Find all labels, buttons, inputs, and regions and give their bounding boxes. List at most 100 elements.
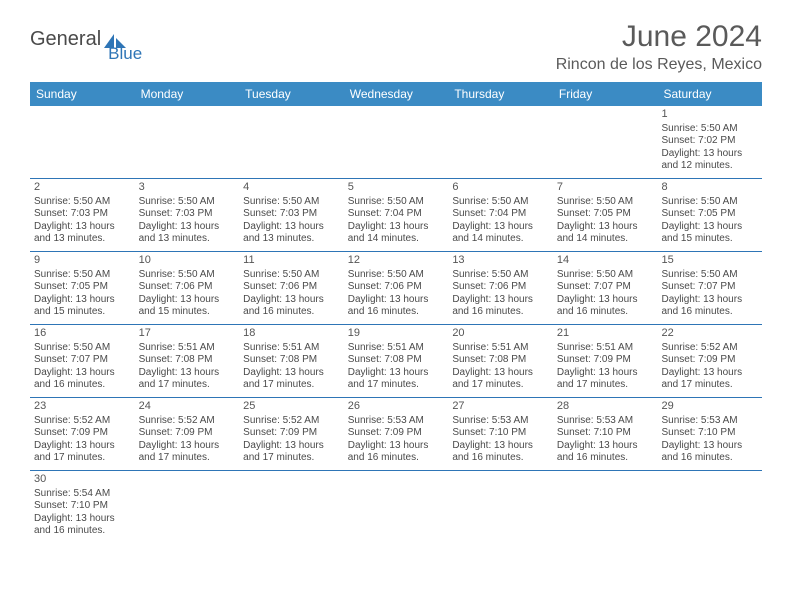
day-number: 5: [348, 181, 445, 195]
week-row: 9Sunrise: 5:50 AMSunset: 7:05 PMDaylight…: [30, 252, 762, 325]
day-line-day2: and 13 minutes.: [139, 233, 236, 246]
day-line-day2: and 16 minutes.: [661, 452, 758, 465]
empty-cell: [553, 471, 658, 543]
day-line-sunset: Sunset: 7:03 PM: [139, 208, 236, 221]
day-line-sunrise: Sunrise: 5:50 AM: [452, 269, 549, 282]
calendar: SundayMondayTuesdayWednesdayThursdayFrid…: [30, 82, 762, 543]
day-number: 16: [34, 327, 131, 341]
day-line-day2: and 16 minutes.: [348, 452, 445, 465]
day-cell: 17Sunrise: 5:51 AMSunset: 7:08 PMDayligh…: [135, 325, 240, 397]
day-line-day1: Daylight: 13 hours: [452, 221, 549, 234]
day-number: 11: [243, 254, 340, 268]
day-cell: 15Sunrise: 5:50 AMSunset: 7:07 PMDayligh…: [657, 252, 762, 324]
week-row: 30Sunrise: 5:54 AMSunset: 7:10 PMDayligh…: [30, 471, 762, 543]
day-cell: 6Sunrise: 5:50 AMSunset: 7:04 PMDaylight…: [448, 179, 553, 251]
day-number: 12: [348, 254, 445, 268]
day-line-day1: Daylight: 13 hours: [34, 367, 131, 380]
day-line-sunset: Sunset: 7:05 PM: [661, 208, 758, 221]
empty-cell: [135, 106, 240, 178]
month-title: June 2024: [556, 20, 762, 54]
day-line-sunrise: Sunrise: 5:50 AM: [139, 269, 236, 282]
day-line-day2: and 16 minutes.: [661, 306, 758, 319]
day-line-sunset: Sunset: 7:06 PM: [348, 281, 445, 294]
page: General Blue June 2024 Rincon de los Rey…: [0, 0, 792, 563]
day-line-day2: and 17 minutes.: [452, 379, 549, 392]
day-line-sunset: Sunset: 7:05 PM: [557, 208, 654, 221]
empty-cell: [448, 471, 553, 543]
day-line-day1: Daylight: 13 hours: [348, 440, 445, 453]
day-number: 24: [139, 400, 236, 414]
day-number: 8: [661, 181, 758, 195]
day-line-sunset: Sunset: 7:02 PM: [661, 135, 758, 148]
day-number: 19: [348, 327, 445, 341]
day-cell: 4Sunrise: 5:50 AMSunset: 7:03 PMDaylight…: [239, 179, 344, 251]
empty-cell: [657, 471, 762, 543]
day-number: 20: [452, 327, 549, 341]
day-number: 15: [661, 254, 758, 268]
day-cell: 16Sunrise: 5:50 AMSunset: 7:07 PMDayligh…: [30, 325, 135, 397]
day-line-day2: and 12 minutes.: [661, 160, 758, 173]
day-line-sunset: Sunset: 7:09 PM: [348, 427, 445, 440]
day-cell: 19Sunrise: 5:51 AMSunset: 7:08 PMDayligh…: [344, 325, 449, 397]
day-line-day2: and 15 minutes.: [139, 306, 236, 319]
day-line-day1: Daylight: 13 hours: [34, 221, 131, 234]
day-line-sunrise: Sunrise: 5:50 AM: [348, 269, 445, 282]
day-line-sunrise: Sunrise: 5:52 AM: [661, 342, 758, 355]
day-line-day1: Daylight: 13 hours: [661, 221, 758, 234]
day-line-day1: Daylight: 13 hours: [557, 221, 654, 234]
day-number: 30: [34, 473, 131, 487]
day-cell: 8Sunrise: 5:50 AMSunset: 7:05 PMDaylight…: [657, 179, 762, 251]
day-line-day1: Daylight: 13 hours: [661, 294, 758, 307]
day-number: 2: [34, 181, 131, 195]
day-line-sunrise: Sunrise: 5:50 AM: [661, 196, 758, 209]
day-number: 25: [243, 400, 340, 414]
location: Rincon de los Reyes, Mexico: [556, 56, 762, 74]
day-cell: 20Sunrise: 5:51 AMSunset: 7:08 PMDayligh…: [448, 325, 553, 397]
day-number: 13: [452, 254, 549, 268]
day-line-sunrise: Sunrise: 5:50 AM: [243, 269, 340, 282]
day-line-sunset: Sunset: 7:10 PM: [34, 500, 131, 513]
day-line-sunrise: Sunrise: 5:53 AM: [557, 415, 654, 428]
day-line-day1: Daylight: 13 hours: [452, 294, 549, 307]
day-line-day1: Daylight: 13 hours: [348, 221, 445, 234]
day-line-day1: Daylight: 13 hours: [34, 294, 131, 307]
day-line-sunrise: Sunrise: 5:50 AM: [34, 269, 131, 282]
day-line-sunrise: Sunrise: 5:51 AM: [139, 342, 236, 355]
day-line-day2: and 16 minutes.: [557, 306, 654, 319]
weekday-row: SundayMondayTuesdayWednesdayThursdayFrid…: [30, 82, 762, 106]
day-line-sunrise: Sunrise: 5:50 AM: [557, 196, 654, 209]
week-row: 16Sunrise: 5:50 AMSunset: 7:07 PMDayligh…: [30, 325, 762, 398]
day-line-sunrise: Sunrise: 5:53 AM: [661, 415, 758, 428]
day-line-day2: and 17 minutes.: [139, 452, 236, 465]
weekday-cell: Saturday: [657, 82, 762, 106]
day-line-sunset: Sunset: 7:09 PM: [34, 427, 131, 440]
empty-cell: [239, 471, 344, 543]
day-line-sunset: Sunset: 7:08 PM: [139, 354, 236, 367]
day-line-sunset: Sunset: 7:08 PM: [243, 354, 340, 367]
day-line-day1: Daylight: 13 hours: [243, 221, 340, 234]
empty-cell: [30, 106, 135, 178]
day-cell: 12Sunrise: 5:50 AMSunset: 7:06 PMDayligh…: [344, 252, 449, 324]
day-cell: 11Sunrise: 5:50 AMSunset: 7:06 PMDayligh…: [239, 252, 344, 324]
weekday-cell: Wednesday: [344, 82, 449, 106]
day-line-sunset: Sunset: 7:10 PM: [452, 427, 549, 440]
day-line-sunrise: Sunrise: 5:51 AM: [452, 342, 549, 355]
weeks-container: 1Sunrise: 5:50 AMSunset: 7:02 PMDaylight…: [30, 106, 762, 543]
week-row: 23Sunrise: 5:52 AMSunset: 7:09 PMDayligh…: [30, 398, 762, 471]
day-line-sunset: Sunset: 7:04 PM: [348, 208, 445, 221]
day-number: 18: [243, 327, 340, 341]
header: General Blue June 2024 Rincon de los Rey…: [30, 20, 762, 74]
day-line-day2: and 17 minutes.: [243, 452, 340, 465]
day-line-day1: Daylight: 13 hours: [452, 367, 549, 380]
day-line-day1: Daylight: 13 hours: [34, 513, 131, 526]
day-line-sunset: Sunset: 7:09 PM: [557, 354, 654, 367]
day-line-sunrise: Sunrise: 5:50 AM: [661, 123, 758, 136]
day-line-day1: Daylight: 13 hours: [348, 294, 445, 307]
day-line-sunset: Sunset: 7:08 PM: [452, 354, 549, 367]
day-line-sunset: Sunset: 7:06 PM: [452, 281, 549, 294]
day-line-day2: and 16 minutes.: [452, 306, 549, 319]
day-line-sunrise: Sunrise: 5:52 AM: [243, 415, 340, 428]
day-line-day1: Daylight: 13 hours: [661, 148, 758, 161]
day-line-sunset: Sunset: 7:09 PM: [243, 427, 340, 440]
day-line-day1: Daylight: 13 hours: [139, 440, 236, 453]
